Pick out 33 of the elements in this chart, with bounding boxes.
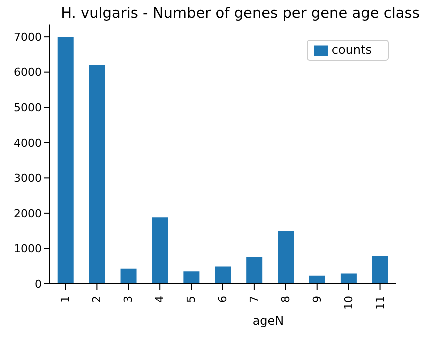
y-tick-label: 6000: [14, 66, 42, 80]
bar: [215, 266, 232, 284]
bar: [278, 231, 294, 284]
bar: [372, 256, 388, 284]
bar: [184, 272, 200, 284]
y-tick-label: 5000: [14, 102, 42, 115]
y-tick-label: 1000: [14, 242, 42, 256]
bar: [340, 274, 357, 284]
x-tick-label: 7: [248, 296, 261, 303]
x-axis-title: ageN: [252, 314, 286, 328]
x-tick-label: 5: [185, 296, 198, 303]
x-tick-label: 10: [342, 296, 356, 310]
y-tick-label: 7000: [14, 30, 42, 44]
y-tick-label: 2000: [14, 207, 42, 220]
y-tick-label: 4000: [14, 136, 42, 150]
bar: [58, 37, 74, 284]
bar: [89, 65, 106, 284]
x-tick-label: 1: [59, 296, 72, 303]
x-tick-label: 3: [122, 296, 136, 303]
x-tick-label: 8: [279, 296, 292, 303]
y-tick-label: 0: [35, 278, 42, 291]
y-tick-label: 3000: [14, 172, 42, 186]
x-tick-label: 9: [310, 296, 324, 303]
x-tick-label: 2: [90, 296, 104, 303]
chart-title: H. vulgaris - Number of genes per gene age class: [60, 6, 421, 22]
legend-label: counts: [332, 43, 372, 57]
bar: [246, 258, 263, 284]
x-tick-label: 4: [154, 296, 167, 303]
x-tick-label: 11: [374, 296, 387, 310]
bar: [310, 276, 326, 284]
bar: [152, 218, 168, 284]
bar: [120, 268, 137, 284]
x-tick-label: 6: [216, 296, 230, 303]
